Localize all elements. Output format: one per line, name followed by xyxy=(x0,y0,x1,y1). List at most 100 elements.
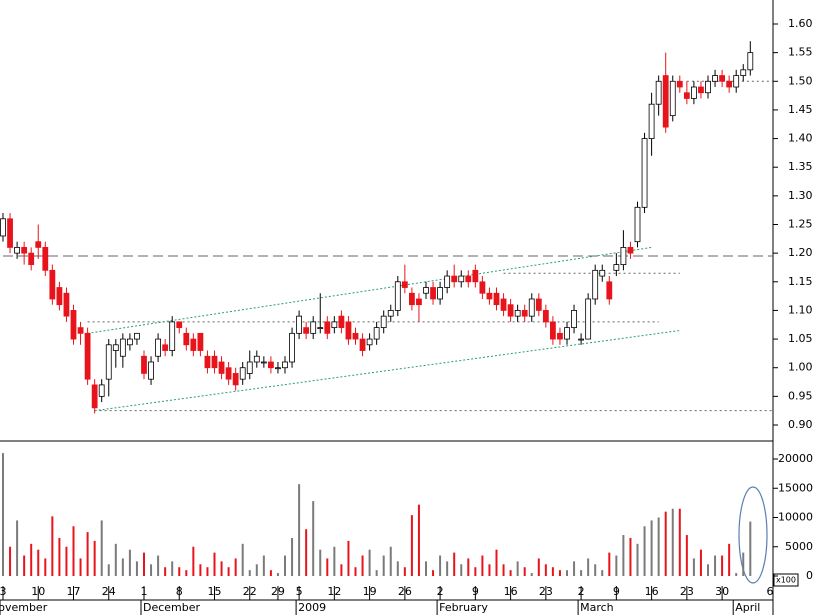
candle-body xyxy=(303,327,310,334)
volume-bar xyxy=(671,508,674,576)
volume-bar xyxy=(587,558,590,576)
candle-body xyxy=(352,332,359,340)
candle-body xyxy=(0,218,6,237)
volume-bar xyxy=(192,546,195,576)
trend-line xyxy=(87,246,652,334)
volume-bar xyxy=(30,543,33,576)
x-tick-label: 6 xyxy=(767,585,774,598)
volume-bar xyxy=(241,543,244,576)
volume-bar xyxy=(629,537,632,576)
y-tick-label: 1.10 xyxy=(788,303,813,316)
y-tick-label: 1.45 xyxy=(788,103,813,116)
month-label: November xyxy=(0,601,48,614)
candle-body xyxy=(176,321,183,329)
y-tick-label: 1.25 xyxy=(788,217,813,230)
volume-bar xyxy=(643,526,646,576)
volume-bar xyxy=(735,573,738,576)
volume-bar xyxy=(276,573,279,576)
volume-bar xyxy=(544,564,547,576)
x-tick-label: 19 xyxy=(363,585,377,598)
candle-body xyxy=(408,292,415,306)
volume-bar xyxy=(481,555,484,576)
candle-body xyxy=(740,69,747,76)
x-tick-label: 17 xyxy=(67,585,81,598)
candle-body xyxy=(479,281,486,294)
volume-bar xyxy=(664,511,667,576)
candle-body xyxy=(683,92,690,99)
candle-body xyxy=(155,338,162,357)
volume-bar xyxy=(340,564,343,576)
volume-bar xyxy=(622,535,625,576)
candle-body xyxy=(493,292,500,306)
volume-bar xyxy=(9,546,12,576)
highlight-ellipse xyxy=(738,486,768,584)
volume-tick-label: 5000 xyxy=(785,540,813,553)
volume-bar xyxy=(298,484,301,576)
candle-body xyxy=(712,75,718,82)
candle-body xyxy=(218,361,225,374)
candle-body xyxy=(578,338,584,341)
month-label: February xyxy=(439,601,488,614)
candle-body xyxy=(345,321,352,340)
volume-bar xyxy=(333,546,336,576)
candle-body xyxy=(380,315,387,329)
candle-body xyxy=(416,298,422,306)
x-tick-label: 9 xyxy=(613,585,620,598)
volume-bar xyxy=(608,552,611,576)
candle-body xyxy=(458,275,465,283)
candle-body xyxy=(77,327,84,334)
volume-bar xyxy=(692,558,695,576)
volume-bar xyxy=(44,558,47,576)
y-tick-label: 1.40 xyxy=(788,132,813,145)
volume-bar xyxy=(213,552,216,576)
candle-body xyxy=(430,287,436,300)
candle-body xyxy=(719,75,725,82)
y-tick-label: 1.35 xyxy=(788,160,813,173)
volume-bar xyxy=(728,543,731,576)
candle-body xyxy=(705,80,711,94)
volume-bar xyxy=(594,564,597,576)
candle-body xyxy=(105,344,112,380)
candle-body xyxy=(366,338,373,346)
candle-body xyxy=(239,367,246,380)
candle-body xyxy=(14,247,21,254)
x-tick-label: 26 xyxy=(398,585,412,598)
volume-bar xyxy=(86,532,89,576)
volume-bar xyxy=(361,555,364,576)
volume-bar xyxy=(305,529,308,576)
candle-body xyxy=(324,321,331,334)
volume-bar xyxy=(2,453,4,576)
candle-body xyxy=(310,321,317,334)
volume-bar xyxy=(382,555,385,576)
x-tick-label: 2 xyxy=(578,585,585,598)
volume-bar xyxy=(509,570,512,576)
volume-bar xyxy=(23,555,26,576)
volume-bar xyxy=(227,567,230,576)
volume-bar xyxy=(403,567,406,576)
candle-body xyxy=(423,287,429,294)
candle-body xyxy=(451,275,458,283)
candle-body xyxy=(70,310,77,340)
candle-body xyxy=(98,384,105,397)
volume-tick-label: 10000 xyxy=(778,511,813,524)
volume-bar xyxy=(368,549,371,576)
month-label: April xyxy=(735,601,760,614)
candle-body xyxy=(437,287,444,300)
volume-bar xyxy=(573,561,576,576)
candle-body xyxy=(7,218,13,248)
candle-body xyxy=(338,315,345,329)
candle-body xyxy=(246,361,253,374)
volume-bar xyxy=(721,555,724,576)
candle-body xyxy=(204,355,211,369)
y-tick-label: 1.05 xyxy=(788,332,813,345)
volume-bar xyxy=(650,520,653,576)
candle-body xyxy=(63,292,70,317)
volume-bar xyxy=(523,567,526,576)
volume-bar xyxy=(375,570,378,576)
candle-body xyxy=(550,321,556,340)
candle-body xyxy=(542,310,549,323)
volume-bar xyxy=(93,540,96,576)
volume-bar xyxy=(150,564,153,576)
x-tick-label: 8 xyxy=(176,585,183,598)
volume-unit: x100 xyxy=(776,576,796,585)
